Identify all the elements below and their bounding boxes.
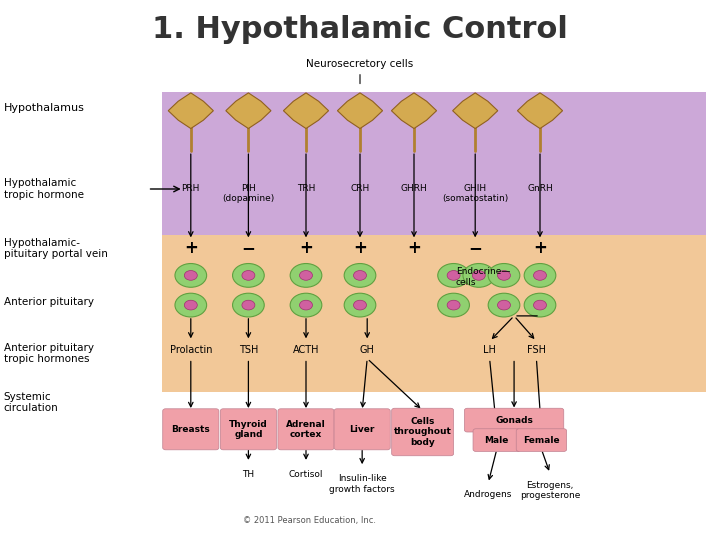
- Circle shape: [524, 264, 556, 287]
- Text: 1. Hypothalamic Control: 1. Hypothalamic Control: [150, 16, 567, 45]
- Circle shape: [242, 300, 255, 310]
- Text: Thyroid
gland: Thyroid gland: [229, 420, 268, 439]
- Text: Hypothalamic
tropic hormone: Hypothalamic tropic hormone: [4, 178, 84, 200]
- Text: ACTH: ACTH: [293, 345, 319, 355]
- FancyBboxPatch shape: [278, 409, 334, 450]
- Circle shape: [534, 271, 546, 280]
- Circle shape: [438, 264, 469, 287]
- Text: Prolactin: Prolactin: [169, 345, 212, 355]
- Text: +: +: [353, 239, 367, 258]
- Text: +: +: [184, 239, 198, 258]
- Circle shape: [524, 293, 556, 317]
- Circle shape: [354, 271, 366, 280]
- Text: Male: Male: [485, 436, 509, 444]
- Text: −: −: [468, 239, 482, 258]
- Text: PIH
(dopamine): PIH (dopamine): [222, 184, 274, 203]
- Circle shape: [233, 293, 264, 317]
- Text: © 2011 Pearson Education, Inc.: © 2011 Pearson Education, Inc.: [243, 516, 376, 525]
- Circle shape: [438, 293, 469, 317]
- Text: Estrogens,
progesterone: Estrogens, progesterone: [520, 481, 580, 500]
- Polygon shape: [226, 93, 271, 129]
- Circle shape: [300, 300, 312, 310]
- Circle shape: [488, 293, 520, 317]
- Circle shape: [242, 271, 255, 280]
- Text: Endocrine—: Endocrine—: [456, 267, 510, 275]
- Text: Cortisol: Cortisol: [289, 470, 323, 479]
- FancyBboxPatch shape: [473, 429, 521, 451]
- Text: 1. Hypothalamic Control: 1. Hypothalamic Control: [152, 14, 568, 43]
- Text: Adrenal
cortex: Adrenal cortex: [286, 420, 326, 439]
- Circle shape: [498, 300, 510, 310]
- Circle shape: [534, 300, 546, 310]
- Text: 1. Hypothalamic Control: 1. Hypothalamic Control: [154, 15, 570, 44]
- Circle shape: [472, 271, 485, 280]
- Text: Gonads: Gonads: [495, 416, 533, 424]
- Text: 1. Hypothalamic Control: 1. Hypothalamic Control: [153, 16, 570, 45]
- Text: CRH: CRH: [351, 184, 369, 193]
- Text: TSH: TSH: [239, 345, 258, 355]
- FancyBboxPatch shape: [334, 409, 390, 450]
- Circle shape: [300, 271, 312, 280]
- Text: Anterior pituitary: Anterior pituitary: [4, 298, 94, 307]
- Bar: [162, 235, 706, 392]
- Text: Cells
throughout
body: Cells throughout body: [394, 417, 451, 447]
- Polygon shape: [453, 93, 498, 129]
- Circle shape: [447, 271, 460, 280]
- FancyBboxPatch shape: [220, 409, 276, 450]
- Text: Systemic
circulation: Systemic circulation: [4, 392, 58, 413]
- Text: Insulin-like
growth factors: Insulin-like growth factors: [329, 474, 395, 494]
- Circle shape: [344, 264, 376, 287]
- Circle shape: [290, 293, 322, 317]
- Text: 1. Hypothalamic Control: 1. Hypothalamic Control: [153, 14, 570, 43]
- Text: Anterior pituitary
tropic hormones: Anterior pituitary tropic hormones: [4, 343, 94, 364]
- Text: TH: TH: [243, 470, 254, 479]
- Circle shape: [184, 271, 197, 280]
- Polygon shape: [284, 93, 328, 129]
- Polygon shape: [338, 93, 382, 129]
- FancyBboxPatch shape: [163, 409, 219, 450]
- Text: Female: Female: [523, 436, 559, 444]
- Text: Hypothalamus: Hypothalamus: [4, 103, 84, 113]
- Text: +: +: [299, 239, 313, 258]
- Text: 1. Hypothalamic Control: 1. Hypothalamic Control: [152, 15, 568, 44]
- Text: 1. Hypothalamic Control: 1. Hypothalamic Control: [152, 17, 568, 46]
- FancyBboxPatch shape: [516, 429, 567, 451]
- Text: Breasts: Breasts: [171, 425, 210, 434]
- Text: FSH: FSH: [527, 345, 546, 355]
- Circle shape: [447, 300, 460, 310]
- Circle shape: [344, 293, 376, 317]
- Text: GHRH: GHRH: [400, 184, 428, 193]
- Text: Liver: Liver: [349, 425, 375, 434]
- Text: PRH: PRH: [181, 184, 200, 193]
- Text: 1. Hypothalamic Control: 1. Hypothalamic Control: [150, 15, 566, 44]
- Circle shape: [233, 264, 264, 287]
- Circle shape: [498, 271, 510, 280]
- Circle shape: [175, 264, 207, 287]
- FancyBboxPatch shape: [464, 408, 564, 432]
- Text: GnRH: GnRH: [527, 184, 553, 193]
- Text: Androgens: Androgens: [464, 490, 513, 500]
- Text: cells: cells: [456, 278, 476, 287]
- Text: Hypothalamic-
pituitary portal vein: Hypothalamic- pituitary portal vein: [4, 238, 107, 259]
- Polygon shape: [392, 93, 436, 129]
- Polygon shape: [518, 93, 562, 129]
- Circle shape: [488, 264, 520, 287]
- Text: −: −: [241, 239, 256, 258]
- Bar: [162, 92, 706, 235]
- Text: GH: GH: [360, 345, 374, 355]
- Circle shape: [175, 293, 207, 317]
- Text: LH: LH: [483, 345, 496, 355]
- Text: +: +: [407, 239, 421, 258]
- Circle shape: [290, 264, 322, 287]
- FancyBboxPatch shape: [392, 408, 454, 456]
- Circle shape: [184, 300, 197, 310]
- Text: GHIH
(somatostatin): GHIH (somatostatin): [442, 184, 508, 203]
- Text: TRH: TRH: [297, 184, 315, 193]
- Circle shape: [463, 264, 495, 287]
- Circle shape: [354, 300, 366, 310]
- Text: 1. Hypothalamic Control: 1. Hypothalamic Control: [150, 14, 567, 43]
- Text: +: +: [533, 239, 547, 258]
- Text: Neurosecretory cells: Neurosecretory cells: [307, 59, 413, 69]
- Polygon shape: [168, 93, 213, 129]
